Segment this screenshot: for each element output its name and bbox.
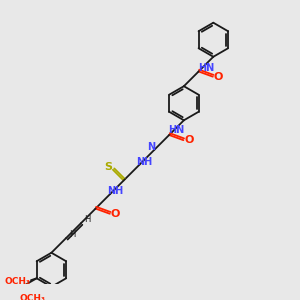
Text: N: N (148, 142, 156, 152)
Text: NH: NH (136, 157, 153, 166)
Text: O: O (214, 72, 223, 82)
Text: OCH₃: OCH₃ (20, 294, 46, 300)
Text: S: S (105, 162, 112, 172)
Text: NH: NH (107, 186, 123, 196)
Text: H: H (84, 215, 91, 224)
Text: O: O (111, 209, 120, 219)
Text: HN: HN (198, 63, 214, 73)
Text: HN: HN (169, 125, 185, 135)
Text: OCH₃: OCH₃ (5, 277, 31, 286)
Text: O: O (184, 135, 194, 145)
Text: H: H (70, 230, 76, 239)
